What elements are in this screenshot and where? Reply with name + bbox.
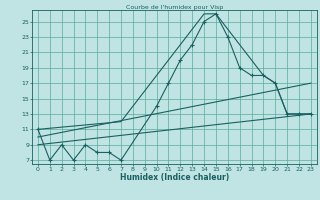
Title: Courbe de l'humidex pour Visp: Courbe de l'humidex pour Visp	[126, 5, 223, 10]
X-axis label: Humidex (Indice chaleur): Humidex (Indice chaleur)	[120, 173, 229, 182]
